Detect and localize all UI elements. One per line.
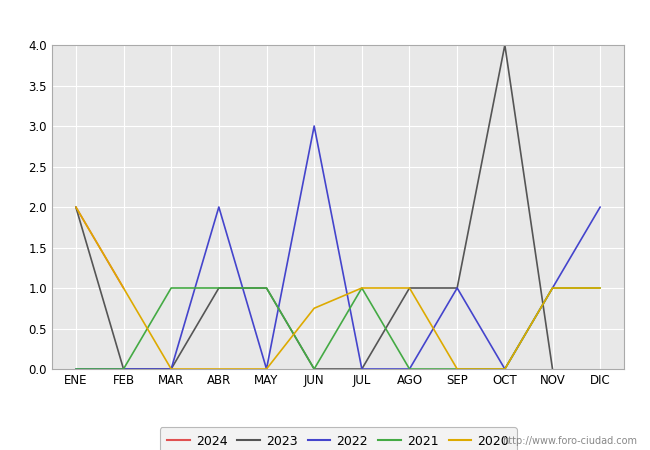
Text: Matriculaciones de Vehiculos en Galilea: Matriculaciones de Vehiculos en Galilea [132, 7, 518, 27]
Text: Matriculaciones de Vehiculos en Galilea: Matriculaciones de Vehiculos en Galilea [0, 449, 1, 450]
Legend: 2024, 2023, 2022, 2021, 2020: 2024, 2023, 2022, 2021, 2020 [159, 427, 517, 450]
Text: http://www.foro-ciudad.com: http://www.foro-ciudad.com [502, 436, 637, 446]
